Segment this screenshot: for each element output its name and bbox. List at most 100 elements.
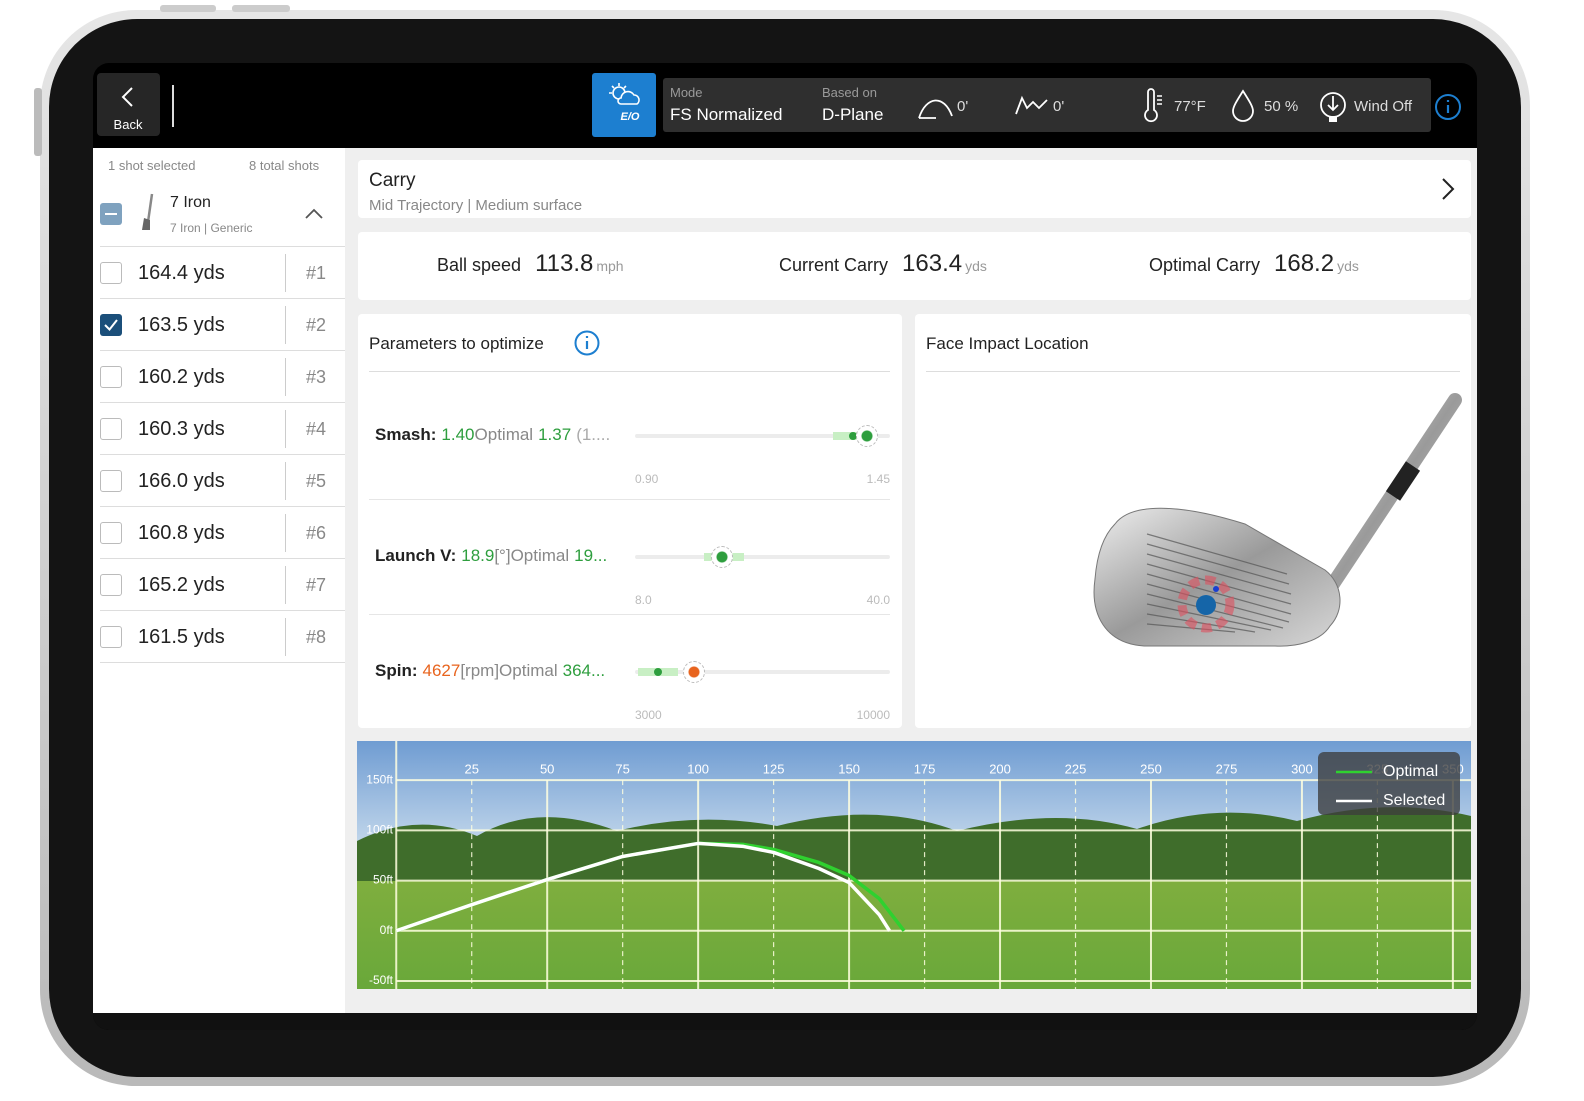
parameter-tail: (1.... (576, 425, 611, 444)
separator (100, 298, 345, 299)
shot-distance: 166.0 yds (138, 469, 225, 492)
environment-button[interactable] (592, 73, 656, 137)
shot-number: #4 (305, 418, 326, 439)
shot-checkbox[interactable] (100, 366, 122, 388)
slider-max: 1.45 (866, 471, 890, 486)
slider-max: 10000 (856, 707, 890, 722)
parameters-info-icon[interactable] (573, 329, 601, 357)
legend-label: Selected (1383, 792, 1445, 809)
optimal-value: 1.37 (538, 425, 572, 444)
carry-title: Carry (369, 170, 416, 191)
divider (285, 462, 286, 500)
minus (105, 213, 117, 215)
separator (100, 402, 345, 403)
y-tick-label: 150ft (366, 772, 393, 786)
total-count: 8 total shots (249, 158, 320, 173)
shot-distance: 164.4 yds (138, 261, 225, 284)
value-knob (855, 425, 878, 447)
stat-label: Ball speed (437, 255, 522, 275)
x-tick-label: 25 (464, 761, 478, 776)
parameter-text: Launch V: 18.9 [°]Optimal 19... (375, 546, 607, 568)
carry-chevron (1442, 178, 1455, 200)
trajectory-chart: 255075100125150175200225250275300325350-… (357, 741, 1471, 989)
back-icon (121, 87, 133, 107)
optimal-value: 364... (562, 661, 606, 680)
carry-card[interactable] (358, 160, 1471, 218)
parameters-title: Parameters to optimize (369, 333, 544, 353)
shot-distance: 163.5 yds (138, 313, 225, 336)
shot-checkbox[interactable] (100, 314, 122, 336)
based-on-label: Based on (822, 85, 877, 100)
optimal-marker (848, 432, 857, 440)
x-tick-label: 275 (1216, 761, 1238, 776)
mode-value: FS Normalized (670, 104, 783, 124)
stat-label: Current Carry (779, 255, 889, 275)
slider-track (635, 434, 890, 438)
shot-number: #5 (305, 470, 326, 491)
humidity-icon (1232, 89, 1254, 122)
x-tick-label: 100 (687, 761, 709, 776)
legend-label: Optimal (1383, 763, 1438, 780)
x-tick-label: 125 (763, 761, 785, 776)
shot-checkbox[interactable] (100, 626, 122, 648)
separator (369, 499, 890, 500)
environment-label: E/O (620, 111, 640, 123)
shot-checkbox[interactable] (100, 470, 122, 492)
based-on-value: D-Plane (822, 104, 884, 124)
slider-track (635, 670, 890, 674)
fairway (357, 881, 1471, 989)
parameter-value: 18.9 (461, 546, 495, 565)
club-icon (142, 193, 154, 230)
shot-checkbox[interactable] (100, 574, 122, 596)
y-tick-label: 50ft (373, 873, 394, 887)
club-detail: 7 Iron | Generic (170, 220, 253, 235)
optimal-text: [°]Optimal (494, 546, 570, 565)
separator (100, 662, 345, 663)
shot-distance: 160.2 yds (138, 365, 225, 388)
check-mark (104, 319, 118, 332)
thermometer-icon (1144, 88, 1162, 123)
stat-unit: yds (965, 258, 987, 274)
divider (285, 566, 286, 604)
temperature: 77°F (1174, 97, 1206, 115)
separator (926, 371, 1460, 372)
shot-distance: 161.5 yds (138, 625, 225, 648)
legend-box (1318, 752, 1460, 815)
slider-track (635, 555, 890, 559)
back-button[interactable] (97, 73, 160, 136)
shot-distance: 160.3 yds (138, 417, 225, 440)
x-tick-label: 150 (838, 761, 860, 776)
collapse-chevron[interactable] (303, 206, 325, 222)
check-path (104, 319, 118, 332)
x-tick-label: 75 (615, 761, 629, 776)
parameter-value: 1.40 (441, 425, 475, 444)
shot-checkbox[interactable] (100, 522, 122, 544)
shot-number: #6 (305, 522, 326, 543)
x-tick-label: 200 (989, 761, 1011, 776)
info-icon[interactable] (1433, 92, 1463, 122)
face-impact-title: Face Impact Location (926, 333, 1089, 353)
tree-line (357, 807, 1471, 891)
shot-number: #3 (305, 366, 326, 387)
bottom-bar (93, 1013, 1477, 1030)
divider (172, 85, 174, 127)
stats-card (358, 232, 1471, 300)
shot-checkbox[interactable] (100, 262, 122, 284)
mode-label: Mode (670, 85, 703, 100)
shot-distance: 160.8 yds (138, 521, 225, 544)
separator (369, 371, 890, 372)
optimal-marker (654, 668, 663, 676)
optimal-value: 19... (574, 546, 608, 565)
elevation: 0' (957, 97, 969, 115)
top-button (160, 5, 216, 12)
shot-checkbox[interactable] (100, 418, 122, 440)
stat-value: 113.8 (535, 250, 594, 277)
wind-icon (1320, 92, 1346, 122)
terrain-icon (1015, 95, 1048, 115)
divider (285, 618, 286, 656)
stat: Current Carry 163.4 yds (779, 250, 987, 284)
parameter-text: Smash: 1.40 Optimal 1.37 (1.... (375, 425, 610, 447)
slope: 0' (1053, 97, 1065, 115)
stat: Optimal Carry 168.2 yds (1149, 250, 1359, 284)
